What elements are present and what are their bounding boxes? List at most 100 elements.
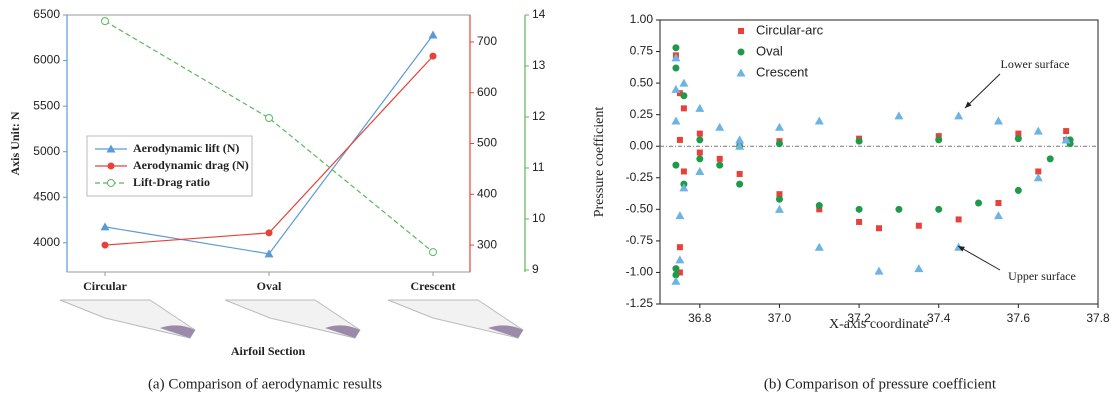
marker xyxy=(696,136,704,144)
y-tick-label: 9 xyxy=(532,262,539,276)
annotation: Lower surface xyxy=(1001,57,1070,71)
marker xyxy=(695,166,705,175)
y-tick-label: 400 xyxy=(477,186,497,200)
marker xyxy=(672,265,680,273)
y-tick-label: 1.00 xyxy=(630,12,654,26)
marker xyxy=(671,116,681,125)
y-tick-label: -0.75 xyxy=(626,233,654,247)
marker xyxy=(672,161,680,169)
airfoil-icon-edge xyxy=(488,325,523,338)
legend-marker xyxy=(107,162,115,170)
marker xyxy=(1061,135,1071,144)
y-tick-label: -0.50 xyxy=(626,202,654,216)
marker xyxy=(672,271,680,279)
legend-marker xyxy=(106,144,116,153)
y-tick-label: 12 xyxy=(532,109,546,123)
marker xyxy=(715,122,725,131)
y-tick-label: -0.25 xyxy=(626,170,654,184)
y-tick-label: 14 xyxy=(532,7,546,21)
marker xyxy=(675,211,685,220)
airfoil-icon-edge xyxy=(325,325,360,338)
legend-marker xyxy=(736,68,746,77)
arrow-head xyxy=(958,246,965,252)
marker xyxy=(894,111,904,120)
x-tick-label: 37.4 xyxy=(927,311,951,325)
marker xyxy=(265,229,273,237)
x-tick-label: Oval xyxy=(257,279,282,293)
x-tick-label: Circular xyxy=(83,279,127,293)
marker xyxy=(1014,186,1022,194)
y-tick-label: 500 xyxy=(477,136,497,150)
plot-frame xyxy=(659,19,1099,305)
marker xyxy=(993,211,1003,220)
marker xyxy=(100,222,110,231)
marker xyxy=(814,242,824,251)
marker xyxy=(695,103,705,112)
marker xyxy=(671,84,681,93)
marker xyxy=(995,200,1002,207)
marker xyxy=(1046,155,1054,163)
marker xyxy=(935,133,942,140)
marker xyxy=(856,218,863,225)
marker xyxy=(672,64,680,72)
airfoil-icons xyxy=(59,299,524,339)
marker xyxy=(954,111,964,120)
caption: (a) Comparison of aerodynamic results xyxy=(148,376,382,392)
marker xyxy=(676,244,683,251)
y-tick-label: 6500 xyxy=(33,7,60,21)
marker xyxy=(696,155,704,163)
marker xyxy=(774,122,784,131)
marker xyxy=(855,205,863,213)
y-tick-label: 11 xyxy=(532,160,545,174)
x-tick-label: 37.8 xyxy=(1086,311,1110,325)
x-axis-label: X-axis coordinate xyxy=(829,317,929,332)
x-tick-label: Crescent xyxy=(410,279,455,293)
y-tick-label: 0.50 xyxy=(630,75,654,89)
series-line xyxy=(104,20,434,253)
marker xyxy=(914,264,924,273)
marker xyxy=(874,266,884,275)
marker xyxy=(696,130,703,137)
marker xyxy=(428,30,438,39)
y-tick-label: 13 xyxy=(532,58,546,72)
marker xyxy=(776,191,783,198)
legend-label: Crescent xyxy=(756,64,808,79)
legend-label: Aerodynamic lift (N) xyxy=(133,141,239,155)
airfoil-icon-edge xyxy=(160,325,195,338)
marker xyxy=(716,155,723,162)
marker xyxy=(716,161,724,169)
y-tick-label: 5500 xyxy=(33,98,60,112)
marker xyxy=(679,78,689,87)
marker xyxy=(680,168,687,175)
marker xyxy=(815,202,823,210)
marker xyxy=(735,135,745,144)
y-axis-label: Axis Unit: N xyxy=(8,111,22,175)
y-tick-label: 600 xyxy=(477,85,497,99)
y-tick-label: 0.75 xyxy=(630,44,654,58)
marker xyxy=(736,180,744,188)
marker xyxy=(676,136,683,143)
marker xyxy=(935,205,943,213)
legend-box xyxy=(86,135,253,197)
marker xyxy=(671,53,681,62)
annotation-arrow xyxy=(964,73,1001,109)
y-tick-label: -1.00 xyxy=(626,265,654,279)
x-tick-label: 36.8 xyxy=(688,311,712,325)
marker xyxy=(1063,128,1070,135)
y-tick-label: 0.00 xyxy=(630,138,654,152)
marker xyxy=(671,276,681,285)
legend-label: Lift-Drag ratio xyxy=(133,175,210,189)
marker xyxy=(429,248,437,257)
legend-marker xyxy=(107,179,115,187)
marker xyxy=(1035,168,1042,175)
legend-label: Aerodynamic drag (N) xyxy=(133,158,249,172)
y-axis-label: Pressure coefficient xyxy=(592,107,607,218)
marker xyxy=(876,225,882,232)
y-tick-label: -1.25 xyxy=(626,296,654,310)
annotation-arrow xyxy=(957,245,1001,271)
x-axis-label: Airfoil Section xyxy=(231,344,306,358)
legend-label: Circular-arc xyxy=(756,22,824,37)
y-tick-label: 5000 xyxy=(33,144,60,158)
marker xyxy=(265,114,273,123)
